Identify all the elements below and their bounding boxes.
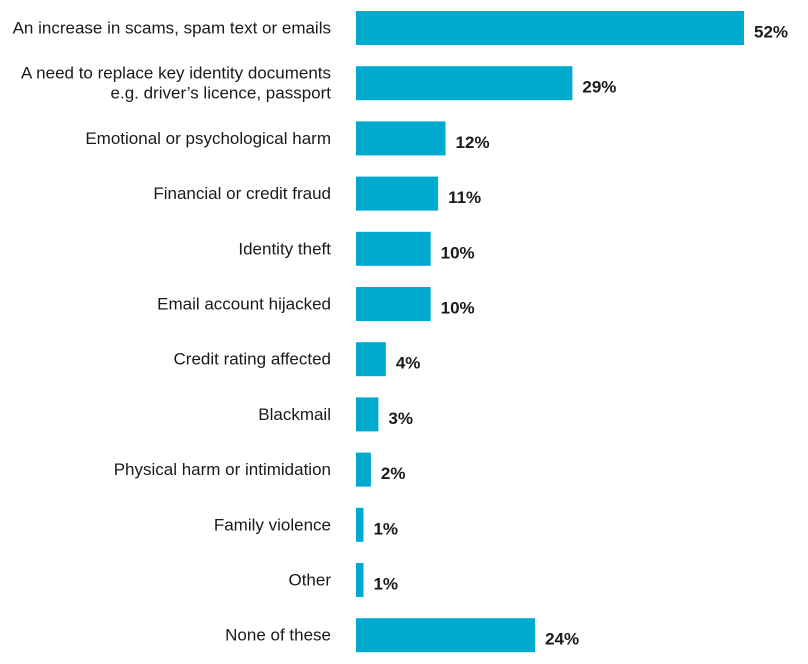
category-label-9: Family violence bbox=[214, 515, 331, 534]
value-labels-group: 52% 29% 12% 11% 10% 10% 4% 3% 2% 1% 1% 24% bbox=[373, 23, 788, 649]
value-label-6: 4% bbox=[396, 354, 421, 373]
value-label-2: 12% bbox=[456, 133, 490, 152]
category-label-2: Emotional or psychological harm bbox=[85, 129, 331, 148]
bar-0 bbox=[356, 11, 744, 45]
bars-group bbox=[356, 11, 744, 653]
bar-11 bbox=[356, 618, 536, 653]
bar-10 bbox=[356, 563, 364, 597]
bar-8 bbox=[356, 452, 371, 487]
category-label-7: Blackmail bbox=[258, 405, 331, 424]
category-label-0: An increase in scams, spam text or email… bbox=[13, 19, 331, 38]
value-label-11: 24% bbox=[545, 630, 579, 649]
category-label-1-line-1: e.g. driver’s licence, passport bbox=[111, 84, 332, 103]
category-label-5: Email account hijacked bbox=[157, 295, 331, 314]
category-label-10: Other bbox=[288, 571, 331, 590]
value-label-1: 29% bbox=[582, 78, 616, 97]
bar-6 bbox=[356, 342, 386, 377]
value-label-8: 2% bbox=[381, 464, 406, 483]
category-label-1-line-0: A need to replace key identity documents bbox=[21, 64, 331, 83]
category-label-3: Financial or credit fraud bbox=[153, 184, 331, 203]
bar-4 bbox=[356, 231, 431, 266]
value-label-3: 11% bbox=[448, 188, 481, 207]
bar-5 bbox=[356, 287, 431, 321]
value-label-5: 10% bbox=[441, 299, 475, 318]
category-labels-group: An increase in scams, spam text or email… bbox=[13, 19, 332, 645]
category-label-6: Credit rating affected bbox=[174, 350, 332, 369]
bar-1 bbox=[356, 66, 573, 101]
bar-2 bbox=[356, 121, 446, 156]
value-label-10: 1% bbox=[373, 575, 398, 594]
value-label-0: 52% bbox=[754, 23, 788, 42]
category-label-4: Identity theft bbox=[238, 239, 331, 258]
bar-9 bbox=[356, 507, 364, 542]
category-label-11: None of these bbox=[225, 626, 331, 645]
category-label-8: Physical harm or intimidation bbox=[114, 460, 331, 479]
value-label-7: 3% bbox=[388, 409, 413, 428]
value-label-4: 10% bbox=[441, 243, 475, 262]
value-label-9: 1% bbox=[373, 519, 398, 538]
bar-7 bbox=[356, 397, 379, 432]
bar-3 bbox=[356, 176, 439, 211]
